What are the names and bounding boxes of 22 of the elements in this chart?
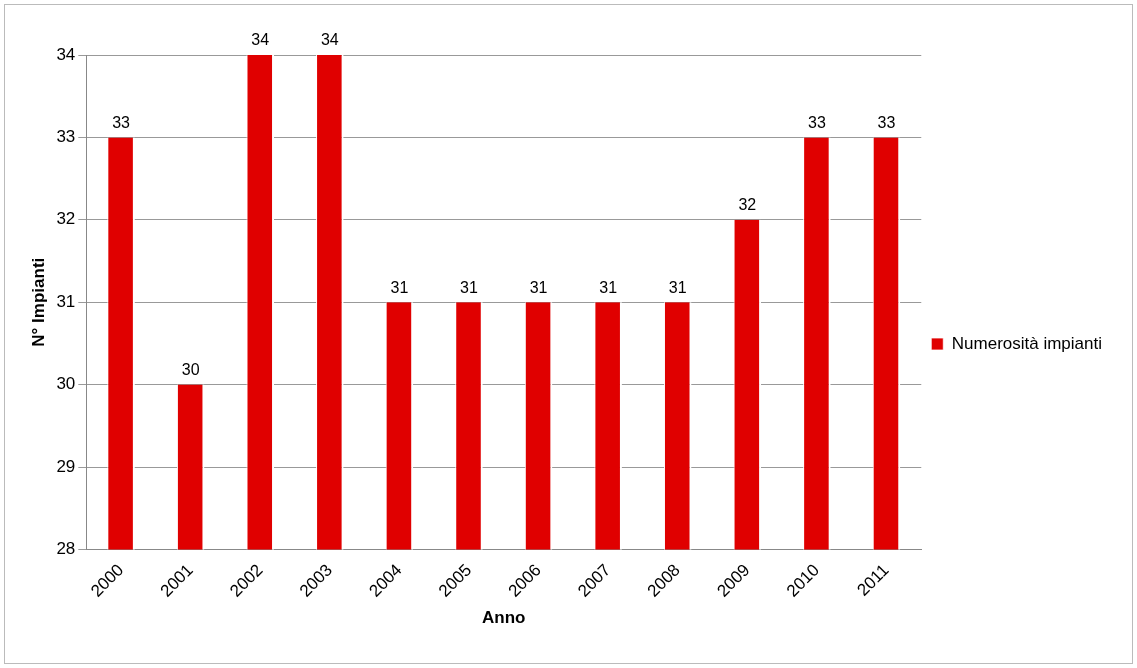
data-label: 31: [668, 278, 687, 296]
data-label: 31: [390, 278, 409, 296]
data-label: 34: [320, 31, 339, 49]
data-label: 33: [877, 113, 896, 131]
data-label: 32: [738, 196, 757, 214]
data-label: 31: [460, 278, 478, 296]
y-tick-label: 33: [56, 127, 76, 147]
data-label: 34: [251, 31, 270, 49]
y-tick-label: 34: [56, 44, 76, 64]
data-label: 31: [529, 278, 548, 296]
y-tick-label: 29: [56, 456, 76, 476]
y-tick-label: 28: [56, 539, 76, 559]
data-label: 33: [808, 113, 826, 131]
data-label: 33: [112, 113, 131, 131]
x-axis-title: Anno: [482, 608, 526, 628]
y-axis-title: N° Impianti: [28, 257, 48, 347]
y-tick-label: 32: [56, 209, 76, 229]
y-tick-label: 30: [56, 374, 76, 394]
data-label: 31: [599, 278, 618, 296]
legend-label: Numerosità impianti: [951, 333, 1103, 353]
y-tick-label: 31: [56, 291, 76, 311]
data-label: 30: [181, 361, 200, 379]
